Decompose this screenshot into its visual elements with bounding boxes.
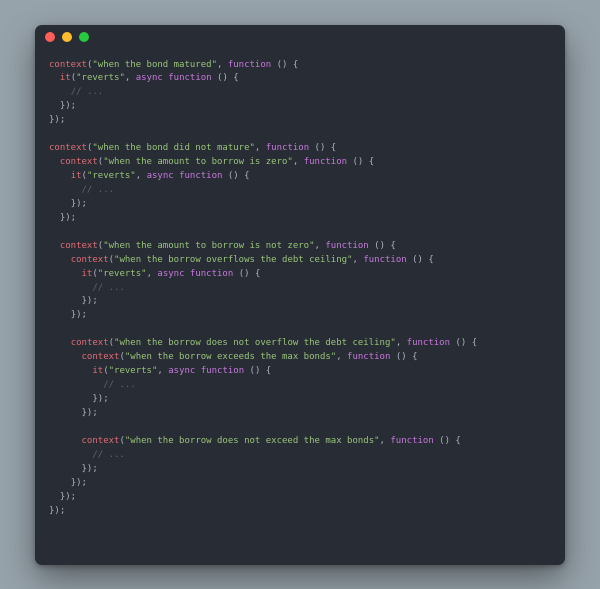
tok-punct: , — [147, 269, 158, 279]
tok-punct: () { — [212, 73, 239, 83]
tok-comment: // ... — [103, 380, 136, 390]
tok-punct: () { — [222, 171, 249, 181]
code-window: context("when the bond matured", functio… — [35, 25, 565, 565]
tok-keyword: function — [190, 269, 233, 279]
tok-keyword: function — [266, 143, 309, 153]
tok-context: context — [82, 436, 120, 446]
tok-punct: , — [352, 255, 363, 265]
tok-punct: }); — [82, 464, 98, 474]
tok-punct: , — [157, 366, 168, 376]
tok-context: context — [49, 143, 87, 153]
tok-string: "when the borrow overflows the debt ceil… — [114, 255, 352, 265]
tok-punct: }); — [82, 408, 98, 418]
tok-comment: // ... — [82, 185, 115, 195]
tok-keyword: function — [347, 352, 390, 362]
tok-it: it — [60, 73, 71, 83]
tok-punct: , — [396, 338, 407, 348]
tok-punct: , — [293, 157, 304, 167]
code-editor-content: context("when the bond matured", functio… — [35, 49, 565, 533]
tok-punct: () { — [244, 366, 271, 376]
tok-keyword: function — [304, 157, 347, 167]
tok-punct: () { — [434, 436, 461, 446]
tok-punct: () { — [369, 241, 396, 251]
tok-keyword: async — [157, 269, 184, 279]
tok-keyword: function — [201, 366, 244, 376]
tok-punct: }); — [71, 478, 87, 488]
minimize-icon[interactable] — [62, 32, 72, 42]
tok-punct: }); — [60, 213, 76, 223]
tok-keyword: function — [407, 338, 450, 348]
tok-punct: , — [336, 352, 347, 362]
tok-punct: }); — [82, 296, 98, 306]
tok-keyword: function — [325, 241, 368, 251]
tok-context: context — [82, 352, 120, 362]
tok-punct: () { — [271, 60, 298, 70]
tok-it: it — [71, 171, 82, 181]
tok-punct: , — [136, 171, 147, 181]
tok-punct: }); — [49, 506, 65, 516]
tok-context: context — [60, 241, 98, 251]
tok-it: it — [92, 366, 103, 376]
tok-string: "when the amount to borrow is zero" — [103, 157, 293, 167]
tok-string: "reverts" — [98, 269, 147, 279]
tok-punct: , — [255, 143, 266, 153]
tok-string: "when the borrow does not exceed the max… — [125, 436, 380, 446]
tok-punct: }); — [71, 310, 87, 320]
tok-string: "when the amount to borrow is not zero" — [103, 241, 314, 251]
close-icon[interactable] — [45, 32, 55, 42]
tok-punct: }); — [92, 394, 108, 404]
tok-keyword: async — [136, 73, 163, 83]
tok-punct: , — [380, 436, 391, 446]
tok-string: "when the bond did not mature" — [92, 143, 255, 153]
tok-string: "reverts" — [109, 366, 158, 376]
tok-string: "when the borrow exceeds the max bonds" — [125, 352, 336, 362]
tok-keyword: function — [179, 171, 222, 181]
tok-punct: , — [315, 241, 326, 251]
tok-keyword: function — [168, 73, 211, 83]
tok-punct: () { — [450, 338, 477, 348]
tok-string: "when the borrow does not overflow the d… — [114, 338, 396, 348]
tok-context: context — [60, 157, 98, 167]
tok-comment: // ... — [71, 87, 104, 97]
tok-punct: () { — [309, 143, 336, 153]
tok-context: context — [49, 60, 87, 70]
tok-punct: () { — [390, 352, 417, 362]
tok-keyword: function — [390, 436, 433, 446]
tok-comment: // ... — [92, 283, 125, 293]
tok-punct: }); — [60, 101, 76, 111]
tok-context: context — [71, 338, 109, 348]
zoom-icon[interactable] — [79, 32, 89, 42]
tok-punct: }); — [49, 115, 65, 125]
tok-punct: }); — [71, 199, 87, 209]
tok-punct: , — [217, 60, 228, 70]
tok-keyword: async — [147, 171, 174, 181]
tok-comment: // ... — [92, 450, 125, 460]
tok-keyword: function — [228, 60, 271, 70]
tok-punct: () { — [407, 255, 434, 265]
tok-punct: }); — [60, 492, 76, 502]
window-titlebar — [35, 25, 565, 49]
tok-punct: () { — [347, 157, 374, 167]
tok-string: "reverts" — [87, 171, 136, 181]
tok-keyword: function — [363, 255, 406, 265]
tok-string: "reverts" — [76, 73, 125, 83]
tok-it: it — [82, 269, 93, 279]
tok-context: context — [71, 255, 109, 265]
tok-punct: , — [125, 73, 136, 83]
tok-keyword: async — [168, 366, 195, 376]
tok-punct: () { — [233, 269, 260, 279]
tok-string: "when the bond matured" — [92, 60, 217, 70]
